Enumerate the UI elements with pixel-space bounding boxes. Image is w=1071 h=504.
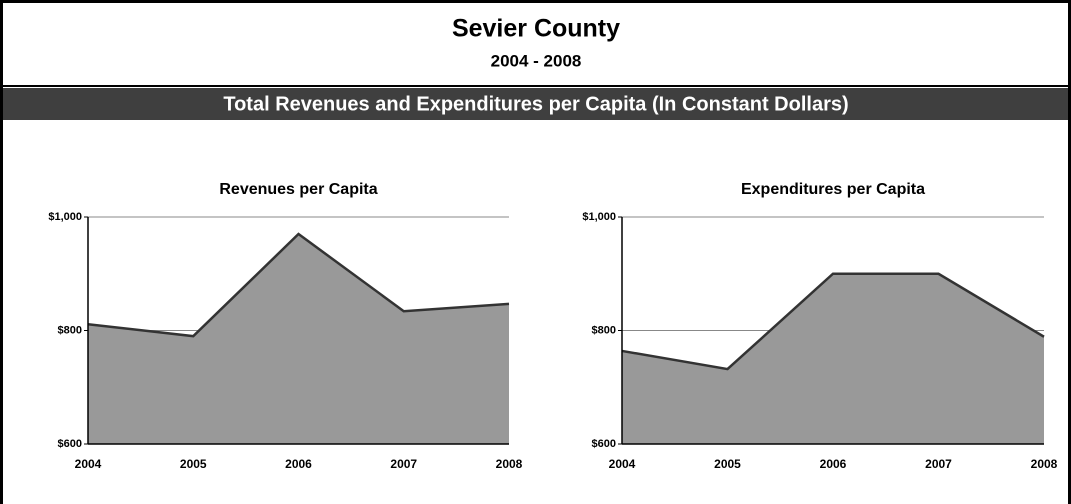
area: [622, 273, 1044, 444]
x-tick-label: 2004: [609, 457, 636, 471]
x-tick-label: 2006: [820, 457, 847, 471]
y-tick-label: $800: [592, 324, 616, 336]
y-tick-label: $1,000: [582, 211, 616, 223]
y-tick-label: $600: [58, 438, 82, 450]
y-tick-label: $1,000: [48, 211, 82, 223]
page-subtitle: 2004 - 2008: [491, 51, 582, 70]
area-line: [621, 272, 1045, 371]
x-tick-label: 2007: [925, 457, 952, 471]
chart-title: Expenditures per Capita: [741, 181, 925, 198]
x-tick-label: 2005: [180, 457, 207, 471]
y-tick-label: $600: [592, 438, 616, 450]
x-tick-label: 2008: [496, 457, 523, 471]
page-title: Sevier County: [452, 15, 620, 43]
banner: [3, 88, 1068, 120]
x-tick-label: 2006: [285, 457, 312, 471]
x-tick-label: 2008: [1031, 457, 1058, 471]
area-line: [87, 232, 510, 338]
x-tick-label: 2005: [714, 457, 741, 471]
x-tick-label: 2004: [75, 457, 102, 471]
y-tick-label: $800: [58, 324, 82, 336]
chart-title: Revenues per Capita: [219, 181, 377, 198]
banner-text: Total Revenues and Expenditures per Capi…: [223, 93, 848, 115]
area: [88, 234, 509, 444]
x-tick-label: 2007: [390, 457, 417, 471]
